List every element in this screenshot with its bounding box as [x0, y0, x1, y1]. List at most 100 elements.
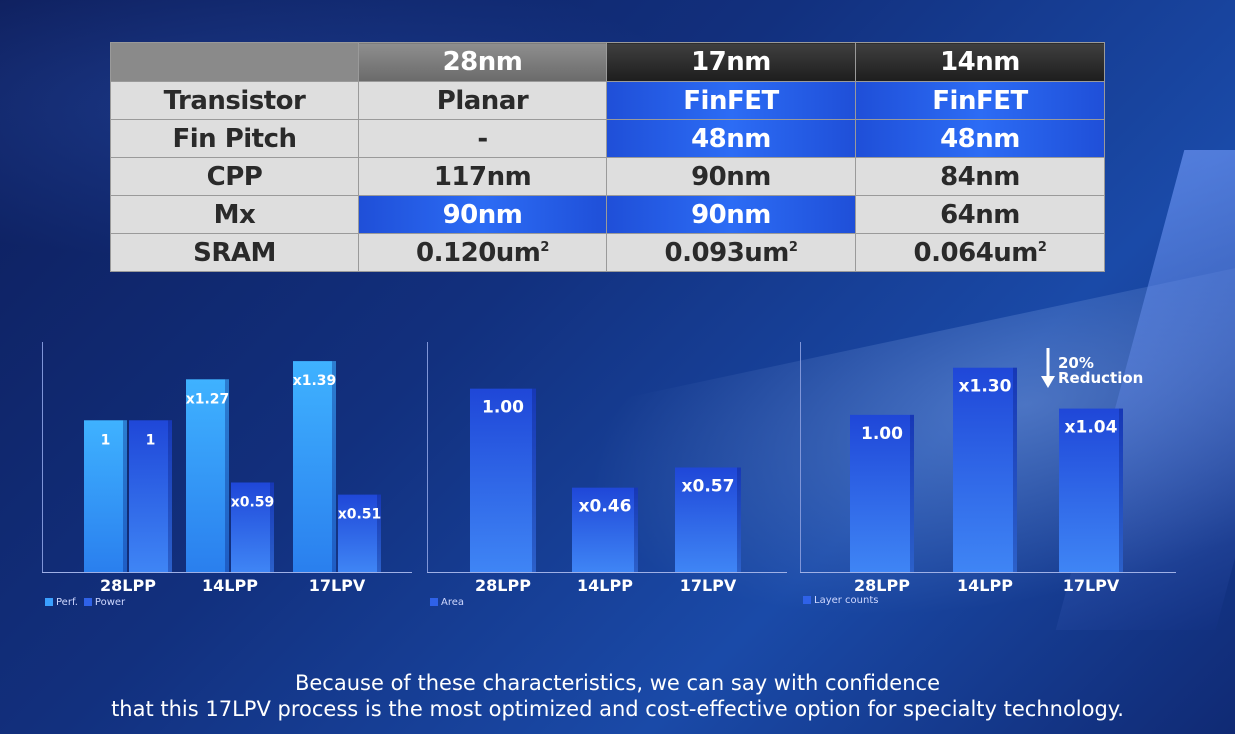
- chart-legend: Perf. Power: [45, 597, 125, 608]
- data-label: x0.51: [338, 507, 382, 523]
- category-tick-label: 14LPP: [957, 576, 1013, 595]
- bar-14lpp-perf: [186, 379, 229, 572]
- down-arrow-icon: [1041, 348, 1055, 388]
- bar-shade: [377, 494, 381, 572]
- category-tick-label: 28LPP: [475, 576, 531, 595]
- unit-superscript: 2: [540, 239, 549, 255]
- table-cell: 0.120um2: [358, 233, 607, 272]
- table-cell-highlight: 48nm: [855, 119, 1105, 158]
- data-label: x1.04: [1065, 418, 1118, 438]
- table-cell-highlight: 90nm: [606, 195, 856, 234]
- bar-shade: [225, 379, 229, 572]
- chart-legend: Area: [430, 597, 464, 608]
- process-spec-table: 28nm 17nm 14nm Transistor Planar FinFET …: [110, 42, 1105, 272]
- header-cell-28nm: 28nm: [358, 42, 607, 82]
- bar-17lpv-area: [675, 467, 741, 572]
- data-label: x0.46: [579, 497, 632, 517]
- data-label: 1.00: [482, 398, 524, 418]
- perf-power-chart-svg: 1 x1.27 x1.39 1 x0.59 x0.51 28LPP 14LPP 17LPV: [42, 342, 412, 595]
- bar-28lpp-layer-counts: [850, 414, 914, 572]
- category-tick-label: 14LPP: [577, 576, 633, 595]
- data-label: 1: [101, 432, 111, 448]
- area-chart: 1.00 x0.46 x0.57 28LPP 14LPP 17LPV Area: [427, 342, 787, 612]
- layer-counts-chart: 1.00 x1.30 x1.04 28LPP 14LPP 17LPV Layer coun…: [800, 342, 1176, 612]
- area-chart-svg: 1.00 x0.46 x0.57 28LPP 14LPP 17LPV: [427, 342, 787, 595]
- table-cell: Planar: [358, 81, 607, 120]
- table-row: Mx 90nm 90nm 64nm: [110, 195, 1105, 234]
- row-label: Mx: [110, 195, 359, 234]
- data-label: x1.27: [186, 391, 230, 407]
- legend-label: Area: [441, 597, 465, 608]
- legend-label: Power: [94, 597, 126, 608]
- bar-28lpp-area: [470, 388, 536, 572]
- legend-item-perf: Perf.: [45, 597, 78, 608]
- header-cell-17nm: 17nm: [606, 42, 856, 82]
- table-row: CPP 117nm 90nm 84nm: [110, 157, 1105, 196]
- legend-label: Layer counts: [814, 595, 879, 606]
- bar-28lpp-perf: [84, 420, 127, 572]
- table-cell-highlight: FinFET: [855, 81, 1105, 120]
- table-cell: 0.093um2: [606, 233, 856, 272]
- data-label: x1.30: [959, 377, 1012, 397]
- bar-14lpp-area: [572, 487, 638, 572]
- header-cell-14nm: 14nm: [855, 42, 1105, 82]
- table-cell: 117nm: [358, 157, 607, 196]
- table-cell-highlight: FinFET: [606, 81, 856, 120]
- data-label: x0.59: [231, 494, 275, 510]
- table-header-row: 28nm 17nm 14nm: [110, 42, 1105, 82]
- sram-value: 0.064um: [913, 237, 1039, 268]
- table-cell: 90nm: [606, 157, 856, 196]
- row-label: SRAM: [110, 233, 359, 272]
- legend-item-layer-counts: Layer counts: [803, 595, 878, 606]
- unit-superscript: 2: [788, 239, 798, 255]
- table-cell: -: [358, 119, 607, 158]
- legend-item-power: Power: [83, 597, 126, 608]
- category-tick-label: 17LPV: [1063, 576, 1120, 595]
- table-cell: 0.064um2: [855, 233, 1105, 272]
- table-row: Fin Pitch - 48nm 48nm: [110, 119, 1105, 158]
- table-row: Transistor Planar FinFET FinFET: [110, 81, 1105, 120]
- caption-line-2: that this 17LPV process is the most opti…: [111, 697, 1124, 721]
- legend-swatch-layer-counts: [803, 596, 811, 604]
- bar-shade: [270, 482, 274, 572]
- data-label: 1: [146, 432, 156, 448]
- chart-legend: Layer counts: [803, 595, 878, 606]
- bar-14lpp-power: [231, 482, 274, 572]
- bar-28lpp-power: [129, 420, 172, 572]
- legend-label: Perf.: [56, 597, 78, 608]
- bar-17lpv-layer-counts: [1059, 408, 1123, 572]
- row-label: Fin Pitch: [110, 119, 359, 158]
- data-label: 1.00: [861, 424, 903, 444]
- bar-shade: [1013, 367, 1017, 572]
- table-cell: 64nm: [855, 195, 1105, 234]
- bar-shade: [737, 467, 741, 572]
- row-label: Transistor: [110, 81, 359, 120]
- data-label: x0.57: [682, 477, 735, 497]
- legend-swatch-power: [83, 598, 92, 606]
- category-tick-label: 28LPP: [854, 576, 910, 595]
- legend-swatch-area: [430, 598, 438, 606]
- sram-value: 0.093um: [664, 237, 790, 268]
- bar-shade: [168, 420, 172, 572]
- category-tick-label: 17LPV: [680, 576, 737, 595]
- category-tick-label: 17LPV: [309, 576, 366, 595]
- caption-line-1: Because of these characteristics, we can…: [294, 671, 940, 695]
- sram-value: 0.120um: [416, 237, 541, 268]
- data-label: x1.39: [293, 373, 337, 389]
- category-tick-label: 14LPP: [202, 576, 258, 595]
- legend-swatch-perf: [45, 598, 53, 606]
- unit-superscript: 2: [1037, 239, 1047, 255]
- table-cell-highlight: 90nm: [358, 195, 607, 234]
- category-tick-label: 28LPP: [100, 576, 156, 595]
- layer-counts-chart-svg: 1.00 x1.30 x1.04 28LPP 14LPP 17LPV: [800, 342, 1176, 595]
- legend-item-area: Area: [430, 597, 464, 608]
- perf-power-chart: 1 x1.27 x1.39 1 x0.59 x0.51 28LPP 14LPP 17LPV Pe…: [42, 342, 412, 612]
- table-cell-highlight: 48nm: [606, 119, 856, 158]
- bar-shade: [634, 487, 638, 572]
- bar-shade: [532, 388, 536, 572]
- table-cell: 84nm: [855, 157, 1105, 196]
- header-cell: [110, 42, 359, 82]
- bar-14lpp-layer-counts: [953, 367, 1017, 572]
- bar-shade: [332, 361, 336, 572]
- bar-17lpv-perf: [293, 361, 336, 572]
